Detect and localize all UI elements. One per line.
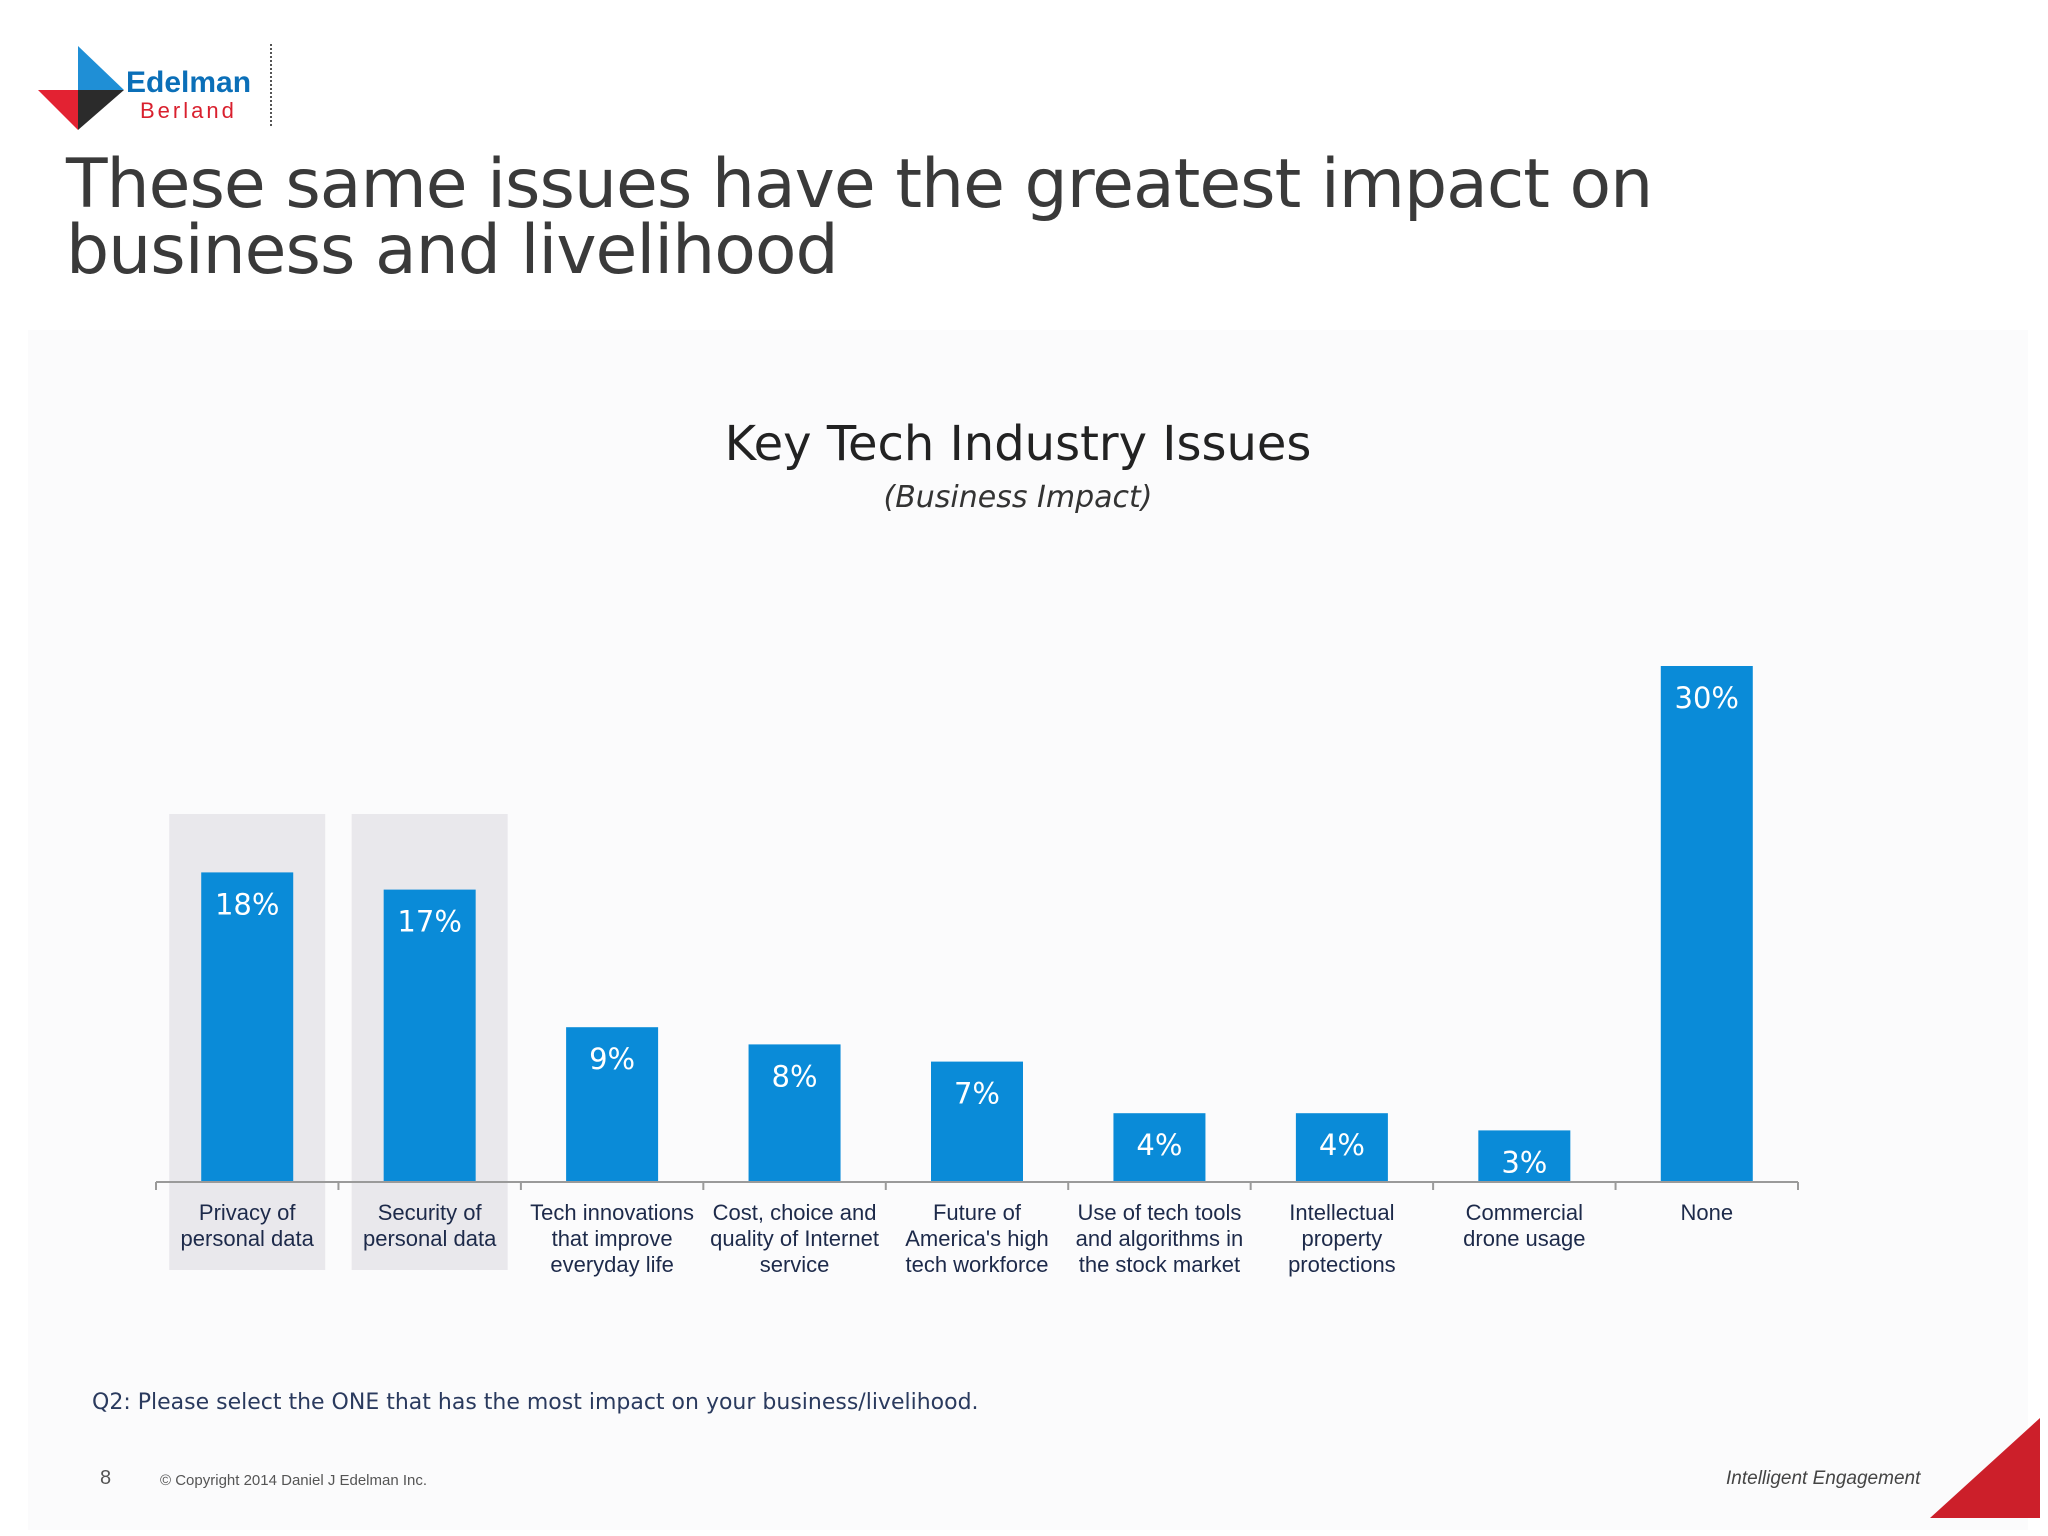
slide-title: These same issues have the greatest impa… [66,145,1653,290]
chart-title: Key Tech Industry Issues [725,416,1312,472]
corner-triangle-decoration [1930,1418,2040,1518]
bar [1113,1113,1206,1182]
category-label: Privacy of personal data [181,1200,315,1251]
bar-value-label: 18% [215,887,279,921]
bar [1295,1113,1388,1182]
bar [201,872,294,1182]
category-label: Cost, choice and quality of Internet servi… [710,1200,879,1277]
copyright-text: © Copyright 2014 Daniel J Edelman Inc. [160,1472,428,1489]
bar [1660,666,1753,1182]
chart-subtitle: (Business Impact) [884,480,1153,515]
category-label: Tech innovations that improve everyday lif… [530,1200,694,1277]
logo-name-line1: Edelman [126,66,251,99]
bar-chart: Key Tech Industry Issues (Business Impac… [155,416,1799,1277]
logo-divider [270,44,272,126]
bar-value-label: 17% [397,905,461,939]
page-number: 8 [100,1467,112,1489]
survey-question: Q2: Please select the ONE that has the m… [92,1390,979,1415]
bar-value-label: 7% [954,1077,1000,1111]
bar-value-label: 30% [1675,681,1739,715]
tagline: Intelligent Engagement [1726,1468,1921,1489]
category-label: Security of personal data [363,1200,497,1251]
category-label: Commercial drone usage [1463,1200,1585,1251]
edelman-berland-logo: Edelman Berland [38,46,251,130]
bar [566,1027,659,1182]
slide-title-line1: These same issues have the greatest impa… [66,145,1653,224]
logo-name-line2: Berland [140,98,237,123]
bar [748,1044,841,1182]
bar-value-label: 9% [589,1042,635,1076]
category-label: Future of America's high tech workforce [905,1200,1049,1277]
bar-value-label: 4% [1136,1128,1182,1162]
category-label: Intellectual property protections [1288,1200,1396,1277]
bar-value-label: 3% [1501,1145,1547,1179]
bar [931,1061,1023,1182]
chart-area: Key Tech Industry Issues (Business Impac… [28,330,2028,1530]
category-label: Use of tech tools and algorithms in the st… [1076,1200,1244,1277]
slide-title-line2: business and livelihood [66,211,839,290]
bar [383,889,476,1182]
bar-value-label: 4% [1319,1128,1365,1162]
bar-value-label: 8% [772,1059,818,1093]
category-label: None [1680,1200,1733,1225]
bar [1478,1130,1571,1182]
